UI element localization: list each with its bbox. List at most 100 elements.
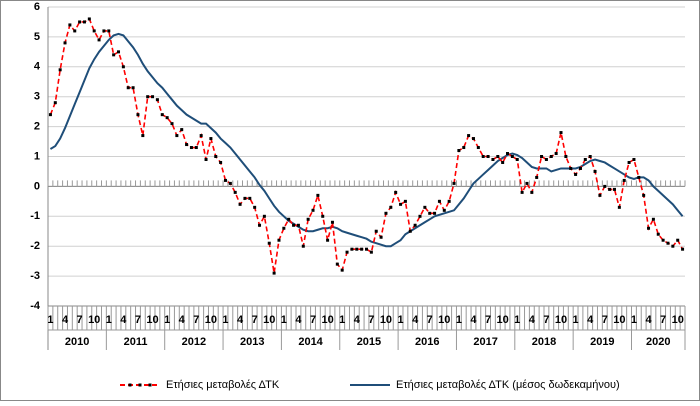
- point-marker: [486, 155, 490, 158]
- x-tick-label: 4: [354, 314, 361, 326]
- point-marker: [433, 211, 437, 215]
- point-marker: [223, 178, 227, 182]
- x-tick-label: 7: [368, 314, 374, 326]
- point-marker: [53, 101, 57, 105]
- x-tick-label: 1: [397, 314, 403, 326]
- point-marker: [155, 98, 159, 102]
- point-marker: [277, 238, 281, 242]
- point-marker: [117, 50, 121, 54]
- y-tick-label: 6: [34, 1, 40, 13]
- point-marker: [608, 187, 612, 191]
- point-marker: [63, 41, 67, 45]
- point-marker: [209, 137, 213, 141]
- point-marker: [637, 175, 641, 179]
- y-tick-label: -2: [30, 240, 40, 252]
- point-marker: [238, 202, 242, 206]
- point-marker: [301, 244, 305, 248]
- point-marker: [442, 208, 446, 212]
- x-tick-label: 7: [427, 314, 433, 326]
- x-tick-label: 7: [485, 314, 491, 326]
- point-marker: [569, 166, 573, 170]
- year-label: 2012: [182, 336, 206, 348]
- point-marker: [360, 247, 364, 251]
- point-marker: [603, 184, 607, 188]
- point-marker: [437, 199, 441, 203]
- x-tick-label: 7: [252, 314, 258, 326]
- point-marker: [87, 17, 91, 21]
- point-marker: [321, 214, 325, 218]
- point-marker: [593, 169, 597, 173]
- x-tick-label: 10: [88, 314, 100, 326]
- x-tick-label: 10: [555, 314, 567, 326]
- point-marker: [189, 146, 193, 150]
- point-marker: [476, 146, 480, 150]
- x-tick-label: 10: [497, 314, 509, 326]
- x-tick-label: 4: [295, 314, 302, 326]
- point-marker: [243, 196, 247, 200]
- point-marker: [423, 205, 427, 209]
- x-tick-label: 4: [120, 314, 127, 326]
- point-marker: [501, 160, 505, 164]
- point-marker: [554, 152, 558, 156]
- point-marker: [82, 20, 86, 24]
- point-marker: [530, 190, 534, 194]
- point-marker: [73, 29, 77, 33]
- point-marker: [102, 29, 106, 33]
- legend-label: Ετήσιες μεταβολές ΔΤΚ: [166, 379, 280, 391]
- x-tick-label: 10: [205, 314, 217, 326]
- x-tick-label: 7: [602, 314, 608, 326]
- x-tick-label: 7: [77, 314, 83, 326]
- point-marker: [165, 116, 169, 120]
- x-tick-label: 7: [135, 314, 141, 326]
- point-marker: [267, 241, 271, 245]
- point-marker: [379, 235, 383, 239]
- point-marker: [151, 95, 155, 99]
- y-tick-label: -3: [30, 270, 40, 282]
- point-marker: [355, 247, 359, 251]
- point-marker: [574, 172, 578, 176]
- y-tick-label: 0: [34, 180, 40, 192]
- year-label: 2017: [473, 336, 497, 348]
- point-marker: [170, 122, 174, 126]
- point-marker: [78, 20, 82, 24]
- x-tick-label: 10: [380, 314, 392, 326]
- point-marker: [121, 65, 125, 69]
- point-marker: [233, 190, 237, 194]
- point-marker: [418, 214, 422, 218]
- point-marker: [330, 220, 334, 224]
- point-marker: [248, 196, 252, 200]
- y-tick-label: 3: [34, 91, 40, 103]
- point-marker: [598, 193, 602, 197]
- x-tick-label: 7: [660, 314, 666, 326]
- point-marker: [160, 113, 164, 117]
- point-marker: [564, 155, 568, 158]
- point-marker: [335, 262, 339, 266]
- point-marker: [471, 137, 475, 141]
- point-marker: [316, 193, 320, 197]
- point-marker: [403, 199, 407, 203]
- x-tick-label: 4: [412, 314, 419, 326]
- point-marker: [632, 157, 636, 161]
- point-marker: [214, 155, 218, 158]
- point-marker: [676, 238, 680, 242]
- legend-marker: [148, 383, 152, 387]
- point-marker: [510, 155, 514, 158]
- y-tick-label: 2: [34, 121, 40, 133]
- point-marker: [535, 175, 539, 179]
- point-marker: [525, 181, 529, 185]
- point-marker: [365, 247, 368, 251]
- point-marker: [578, 166, 582, 170]
- point-marker: [457, 149, 461, 153]
- x-tick-label: 10: [146, 314, 158, 326]
- point-marker: [642, 193, 646, 197]
- x-tick-label: 1: [631, 314, 637, 326]
- legend-marker: [128, 383, 132, 387]
- point-marker: [287, 217, 291, 221]
- point-marker: [544, 157, 548, 161]
- point-marker: [408, 229, 412, 233]
- point-marker: [68, 23, 72, 27]
- year-label: 2013: [240, 336, 264, 348]
- point-marker: [506, 152, 510, 156]
- year-label: 2014: [298, 336, 323, 348]
